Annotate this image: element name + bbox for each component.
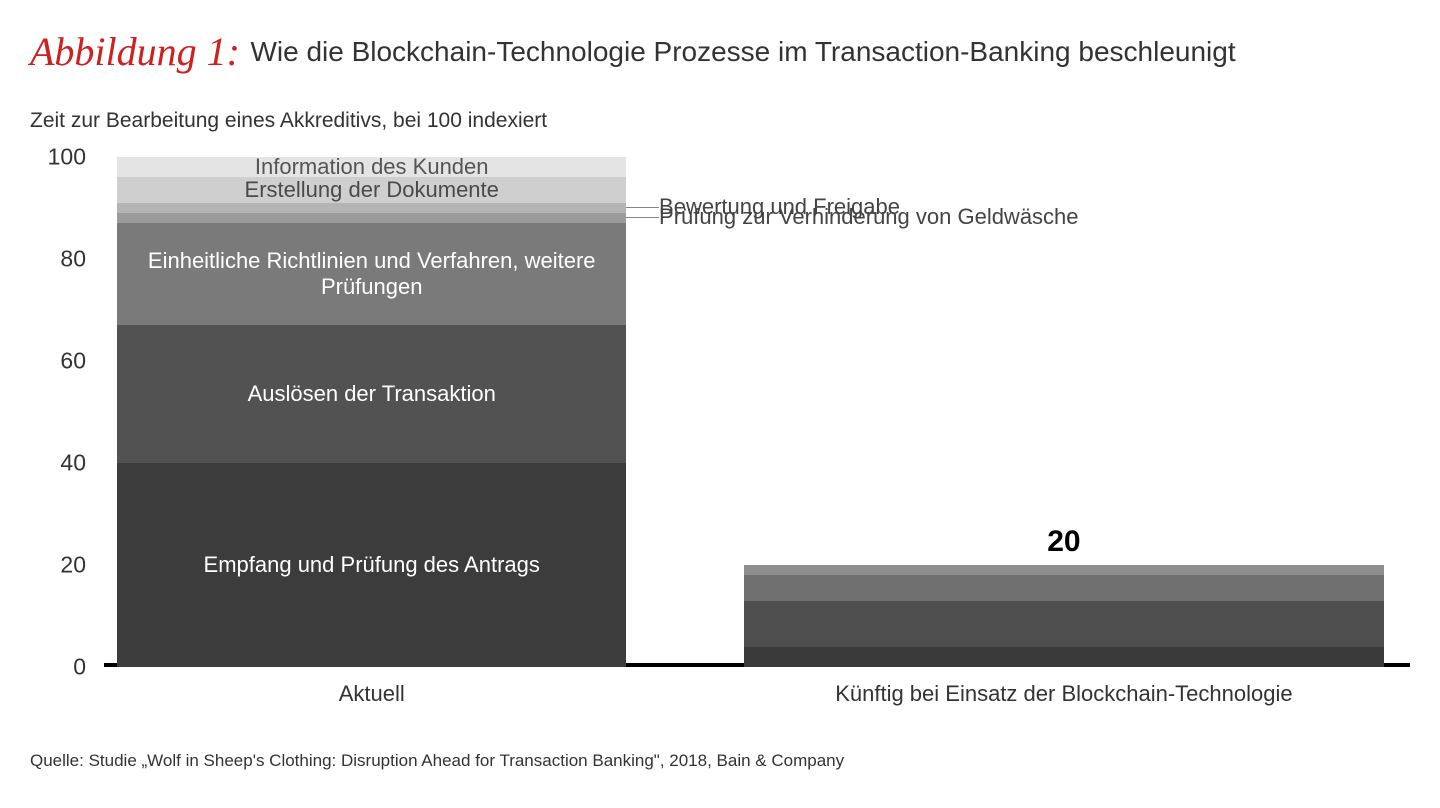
x-label-future: Künftig bei Einsatz der Blockchain-Techn… bbox=[744, 681, 1384, 707]
y-tick-label: 100 bbox=[48, 144, 86, 171]
x-axis-labels: Aktuell Künftig bei Einsatz der Blockchai… bbox=[104, 681, 1410, 711]
segment-label: Empfang und Prüfung des Antrags bbox=[204, 552, 540, 578]
y-tick-label: 0 bbox=[73, 654, 86, 681]
y-tick-label: 80 bbox=[60, 246, 86, 273]
bar-current: Empfang und Prüfung des Antrags Auslösen … bbox=[117, 157, 626, 667]
source-citation: Quelle: Studie „Wolf in Sheep's Clothing… bbox=[30, 751, 1410, 771]
plot-inner: Empfang und Prüfung des Antrags Auslösen … bbox=[104, 157, 1410, 667]
annotation-label: Prüfung zur Verhinderung von Geldwäsche bbox=[659, 204, 1078, 230]
bar-segment bbox=[744, 647, 1384, 667]
annotation-leader bbox=[626, 207, 659, 208]
bar-segment bbox=[744, 575, 1384, 601]
chart-subtitle: Zeit zur Bearbeitung eines Akkreditivs, … bbox=[30, 109, 1410, 133]
bar-segment bbox=[744, 601, 1384, 647]
bar-segment bbox=[117, 213, 626, 223]
bar-segment: Empfang und Prüfung des Antrags bbox=[117, 463, 626, 667]
bar-segment: Einheitliche Richtlinien und Verfahren, … bbox=[117, 223, 626, 325]
segment-label: Erstellung der Dokumente bbox=[245, 177, 499, 203]
chart: 020406080100 Empfang und Prüfung des Ant… bbox=[30, 157, 1410, 667]
y-tick-label: 40 bbox=[60, 450, 86, 477]
bar-segment bbox=[117, 203, 626, 213]
figure-number: Abbildung 1: bbox=[30, 29, 240, 74]
plot-area: Empfang und Prüfung des Antrags Auslösen … bbox=[104, 157, 1410, 667]
figure-title: Wie die Blockchain-Technologie Prozesse … bbox=[250, 36, 1235, 67]
bar-segment: Information des Kunden bbox=[117, 157, 626, 177]
segment-label: Einheitliche Richtlinien und Verfahren, … bbox=[125, 248, 618, 301]
bar-segment: Erstellung der Dokumente bbox=[117, 177, 626, 203]
y-axis: 020406080100 bbox=[30, 157, 104, 667]
y-tick-label: 20 bbox=[60, 552, 86, 579]
segment-label: Auslösen der Transaktion bbox=[248, 381, 496, 407]
y-tick-label: 60 bbox=[60, 348, 86, 375]
bar-segment bbox=[744, 565, 1384, 575]
bar-total-label: 20 bbox=[1047, 525, 1080, 559]
annotation-leader bbox=[626, 217, 659, 218]
bar-segment: Auslösen der Transaktion bbox=[117, 325, 626, 463]
x-label-current: Aktuell bbox=[117, 681, 626, 707]
bar-future bbox=[744, 565, 1384, 667]
